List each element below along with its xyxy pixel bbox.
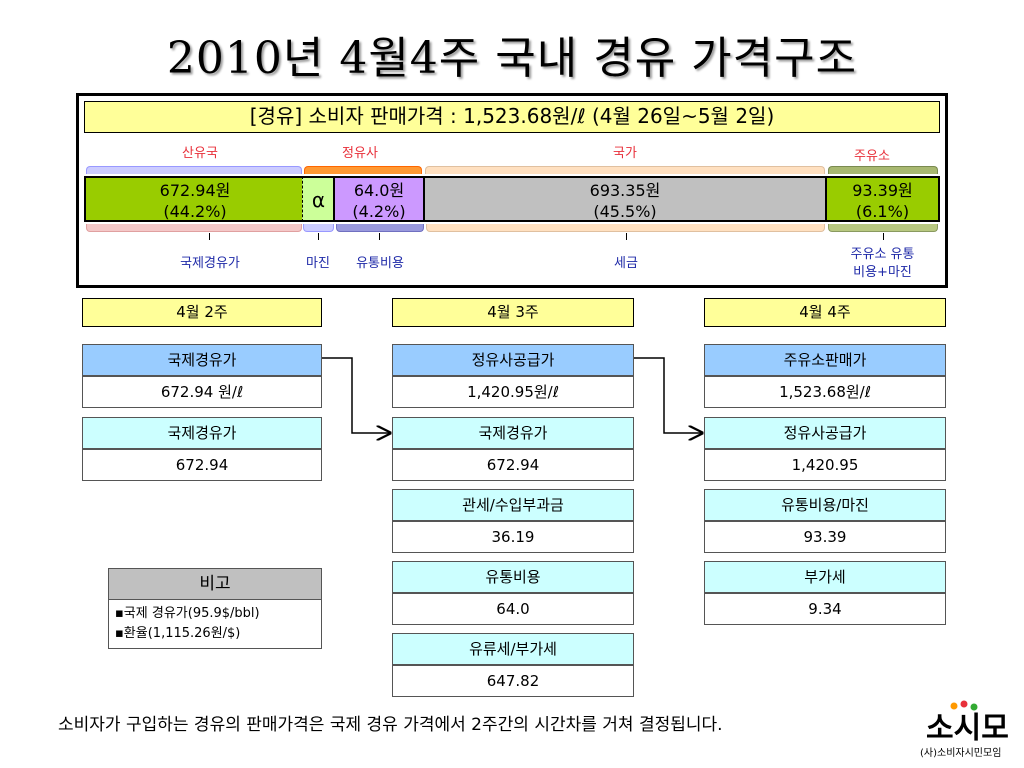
- arrow-week2-to-week3: [322, 357, 390, 433]
- alpha-symbol: α: [311, 188, 326, 212]
- tick-margin: [318, 233, 319, 240]
- segment-intl-amount: 672.94원: [159, 181, 231, 200]
- footer-caption: 소비자가 구입하는 경유의 판매가격은 국제 경유 가격에서 2주간의 시간차를…: [58, 715, 723, 735]
- tick-tax: [626, 233, 627, 240]
- week3-main-value: 1,420.95원/ℓ: [392, 376, 634, 408]
- label-tax: 세금: [614, 256, 638, 271]
- label-intl: 국제경유가: [180, 256, 240, 271]
- tick-distribution: [379, 233, 380, 240]
- arrow-week3-to-week4: [634, 357, 702, 433]
- segment-distribution-amount: 64.0원: [353, 181, 405, 200]
- week2-main-value: 672.94 원/ℓ: [82, 376, 322, 408]
- price-structure-title: [경유] 소비자 판매가격 : 1,523.68원/ℓ (4월 26일~5월 2…: [84, 101, 940, 133]
- week4-item-label: 부가세: [704, 561, 946, 593]
- week2-item-value: 672.94: [82, 449, 322, 481]
- segment-distribution: 64.0원 (4.2%): [333, 176, 425, 222]
- week4-main-value: 1,523.68원/ℓ: [704, 376, 946, 408]
- week3-item-value: 647.82: [392, 665, 634, 697]
- week2-header: 4월 2주: [82, 298, 322, 327]
- label-station-line2: 비용+마진: [853, 265, 912, 280]
- week4-main-label: 주유소판매가: [704, 344, 946, 376]
- bracket-refiner-country: [86, 166, 302, 174]
- bracket-tax: [426, 224, 825, 232]
- week3-item-label: 유류세/부가세: [392, 633, 634, 665]
- label-gas-station: 주유소: [854, 149, 890, 164]
- label-government: 국가: [613, 146, 637, 161]
- segment-station-percent: (6.1%): [855, 202, 910, 221]
- tick-station: [883, 233, 884, 240]
- week4-item-value: 1,420.95: [704, 449, 946, 481]
- segment-alpha: α: [302, 176, 335, 222]
- week3-item-value: 36.19: [392, 521, 634, 553]
- note-body: ▪국제 경유가(95.9$/bbl) ▪환율(1,115.26원/$): [108, 599, 322, 649]
- week2-item-label: 국제경유가: [82, 417, 322, 449]
- bracket-margin: [303, 224, 334, 232]
- segment-tax-amount: 693.35원: [589, 181, 661, 200]
- week4-item-value: 9.34: [704, 593, 946, 625]
- bracket-refinery: [304, 166, 422, 174]
- week3-item-value: 672.94: [392, 449, 634, 481]
- bracket-gas-station: [828, 166, 938, 174]
- bracket-station: [828, 224, 938, 232]
- week3-item-label: 유통비용: [392, 561, 634, 593]
- week3-item-value: 64.0: [392, 593, 634, 625]
- segment-intl-percent: (44.2%): [163, 202, 227, 221]
- bracket-government: [425, 166, 825, 174]
- bracket-intl: [86, 224, 302, 232]
- page-title: 2010년 4월4주 국내 경유 가격구조: [166, 33, 858, 84]
- label-margin: 마진: [306, 256, 330, 271]
- svg-text:소시모: 소시모: [926, 711, 1009, 746]
- bracket-distribution: [336, 224, 424, 232]
- segment-tax: 693.35원 (45.5%): [423, 176, 827, 222]
- segment-station-amount: 93.39원: [852, 181, 913, 200]
- label-station-line1: 주유소 유통: [850, 247, 915, 262]
- logo-text: (사)소비자시민모임: [920, 748, 1002, 759]
- segment-intl-price: 672.94원 (44.2%): [84, 176, 304, 222]
- segment-tax-percent: (45.5%): [593, 202, 657, 221]
- week3-item-label: 관세/수입부과금: [392, 489, 634, 521]
- consumer-citizens-logo: 소시모: [926, 700, 1009, 746]
- week2-main-label: 국제경유가: [82, 344, 322, 376]
- week4-item-value: 93.39: [704, 521, 946, 553]
- label-refiner-country: 산유국: [182, 146, 218, 161]
- week3-header: 4월 3주: [392, 298, 634, 327]
- segment-station: 93.39원 (6.1%): [825, 176, 940, 222]
- week3-main-label: 정유사공급가: [392, 344, 634, 376]
- label-distribution: 유통비용: [356, 256, 404, 271]
- note-line-oil-price: ▪국제 경유가(95.9$/bbl): [115, 606, 260, 621]
- tick-intl: [209, 233, 210, 240]
- note-title: 비고: [108, 568, 322, 600]
- week4-item-label: 정유사공급가: [704, 417, 946, 449]
- week4-item-label: 유통비용/마진: [704, 489, 946, 521]
- label-refinery: 정유사: [342, 146, 378, 161]
- segment-distribution-percent: (4.2%): [352, 202, 406, 221]
- week4-header: 4월 4주: [704, 298, 946, 327]
- note-line-exchange-rate: ▪환율(1,115.26원/$): [115, 626, 241, 641]
- week3-item-label: 국제경유가: [392, 417, 634, 449]
